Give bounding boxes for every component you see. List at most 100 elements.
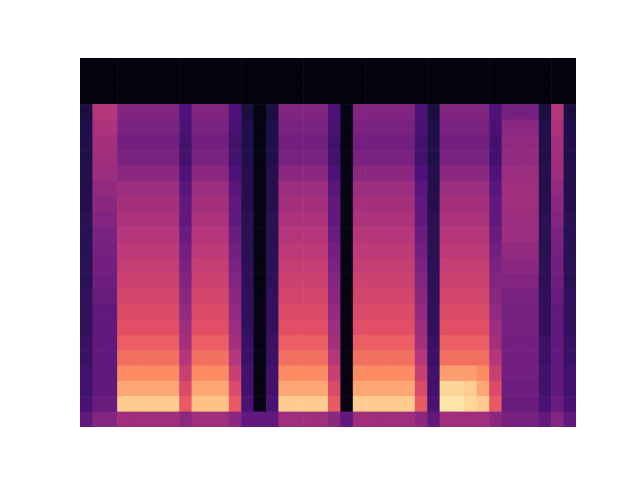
cell — [216, 366, 229, 382]
cell — [477, 273, 490, 289]
cell — [353, 396, 366, 412]
cell — [278, 196, 291, 212]
cell — [539, 196, 552, 212]
cell — [415, 350, 428, 366]
cell — [105, 58, 118, 74]
cell — [179, 104, 192, 120]
cell — [204, 381, 217, 397]
cell — [167, 181, 180, 197]
cell — [105, 166, 118, 182]
cell — [427, 319, 440, 335]
cell — [241, 150, 254, 166]
cell — [291, 319, 304, 335]
cell — [266, 104, 279, 120]
cell — [92, 196, 105, 212]
cell — [477, 135, 490, 151]
cell — [291, 243, 304, 259]
cell — [216, 166, 229, 182]
cell — [452, 273, 465, 289]
cell — [378, 104, 391, 120]
cell — [204, 181, 217, 197]
cell — [130, 243, 143, 259]
cell — [427, 73, 440, 89]
cell — [204, 350, 217, 366]
cell — [130, 289, 143, 305]
cell — [80, 381, 93, 397]
cell — [440, 120, 453, 136]
cell — [92, 181, 105, 197]
cell — [303, 166, 316, 182]
cell — [216, 135, 229, 151]
cell — [142, 258, 155, 274]
cell — [154, 166, 167, 182]
cell — [477, 335, 490, 351]
cell — [477, 350, 490, 366]
cell — [316, 350, 329, 366]
cell — [216, 196, 229, 212]
cell — [402, 212, 415, 228]
cell — [427, 243, 440, 259]
cell — [452, 58, 465, 74]
cell — [502, 304, 515, 320]
cell — [254, 381, 267, 397]
cell — [167, 381, 180, 397]
cell — [167, 243, 180, 259]
cell — [291, 181, 304, 197]
cell — [167, 89, 180, 105]
cell — [477, 396, 490, 412]
cell — [254, 120, 267, 136]
cell — [254, 289, 267, 305]
cell — [415, 166, 428, 182]
cell — [278, 89, 291, 105]
cell — [316, 89, 329, 105]
cell — [551, 89, 564, 105]
cell — [179, 273, 192, 289]
cell — [365, 412, 378, 427]
cell — [564, 212, 576, 228]
cell — [365, 304, 378, 320]
cell — [216, 58, 229, 74]
cell — [477, 73, 490, 89]
cell — [390, 73, 403, 89]
cell — [117, 350, 130, 366]
cell — [402, 350, 415, 366]
cell — [278, 304, 291, 320]
cell — [514, 396, 527, 412]
cell — [130, 396, 143, 412]
cell — [216, 319, 229, 335]
cell — [80, 273, 93, 289]
cell — [229, 227, 242, 243]
cell — [154, 212, 167, 228]
cell — [464, 273, 477, 289]
cell — [402, 73, 415, 89]
cell — [278, 73, 291, 89]
cell — [514, 289, 527, 305]
cell — [427, 58, 440, 74]
cell — [551, 73, 564, 89]
cell — [117, 243, 130, 259]
cell — [266, 366, 279, 382]
cell — [142, 412, 155, 427]
cell — [340, 304, 353, 320]
cell — [365, 396, 378, 412]
cell — [179, 335, 192, 351]
cell — [80, 412, 93, 427]
cell — [340, 181, 353, 197]
cell — [328, 135, 341, 151]
cell — [154, 135, 167, 151]
cell — [142, 58, 155, 74]
cell — [328, 319, 341, 335]
cell — [539, 289, 552, 305]
cell — [353, 381, 366, 397]
cell — [316, 396, 329, 412]
cell — [216, 181, 229, 197]
cell — [539, 135, 552, 151]
cell — [229, 120, 242, 136]
cell — [340, 273, 353, 289]
cell — [142, 366, 155, 382]
cell — [402, 135, 415, 151]
cell — [229, 304, 242, 320]
cell — [365, 73, 378, 89]
cell — [402, 335, 415, 351]
cell — [179, 166, 192, 182]
